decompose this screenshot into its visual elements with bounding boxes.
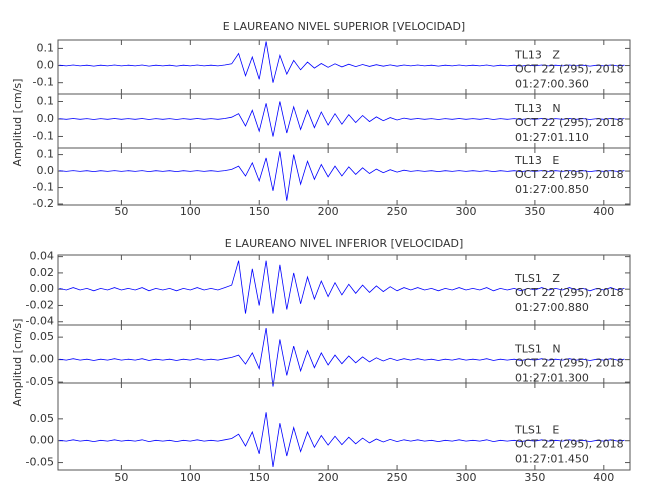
x-tick-label: 400 <box>593 471 614 484</box>
y-tick-label: -0.05 <box>26 456 54 469</box>
y-tick-label: 0.05 <box>30 330 55 343</box>
x-tick-label: 200 <box>318 205 339 218</box>
x-tick-label: 400 <box>593 205 614 218</box>
y-tick-label: 0.1 <box>37 41 55 54</box>
trace-label: 01:27:01.110 <box>515 131 589 144</box>
y-tick-label: 0.04 <box>30 250 55 263</box>
y-tick-label: 0.1 <box>37 95 55 108</box>
trace-label: TL13 Z <box>514 49 560 62</box>
y-tick-label: 0.0 <box>37 112 55 125</box>
x-tick-label: 100 <box>180 471 201 484</box>
y-tick-label: 0.00 <box>30 282 55 295</box>
x-tick-label: 50 <box>114 471 128 484</box>
y-tick-label: -0.1 <box>33 129 54 142</box>
y-tick-label: -0.2 <box>33 197 54 210</box>
trace-label: OCT 22 (295), 2018 <box>515 116 624 129</box>
trace-label: TLS1 N <box>514 343 561 356</box>
waveform <box>59 101 625 137</box>
x-tick-label: 250 <box>387 471 408 484</box>
x-tick-label: 50 <box>114 205 128 218</box>
waveform <box>59 151 625 201</box>
panel-frame <box>57 382 631 471</box>
trace-label: TLS1 Z <box>514 272 560 285</box>
waveform <box>59 328 625 387</box>
waveform <box>59 412 625 467</box>
y-tick-label: 0.00 <box>30 353 55 366</box>
chart-title: E LAUREANO NIVEL SUPERIOR [VELOCIDAD] <box>223 20 465 33</box>
trace-label: 01:27:00.360 <box>515 78 589 91</box>
y-tick-label: -0.1 <box>33 181 54 194</box>
x-tick-label: 300 <box>455 471 476 484</box>
y-axis-label: Amplitud [cm/s] <box>11 79 24 167</box>
x-tick-label: 350 <box>524 205 545 218</box>
y-tick-label: 0.02 <box>30 266 55 279</box>
x-tick-label: 250 <box>387 205 408 218</box>
waveform <box>59 260 625 314</box>
waveform <box>59 41 625 83</box>
x-tick-label: 350 <box>524 471 545 484</box>
x-tick-label: 150 <box>249 471 270 484</box>
x-tick-label: 150 <box>249 205 270 218</box>
y-tick-label: -0.04 <box>26 315 54 328</box>
y-tick-label: -0.02 <box>26 298 54 311</box>
panel-frame <box>57 147 631 206</box>
trace-label: TL13 E <box>514 154 559 167</box>
trace-label: TL13 N <box>514 102 561 115</box>
y-tick-label: -0.1 <box>33 76 54 89</box>
y-tick-label: 0.1 <box>37 148 55 161</box>
trace-label: OCT 22 (295), 2018 <box>515 357 624 370</box>
trace-label: TLS1 E <box>514 424 559 437</box>
trace-label: OCT 22 (295), 2018 <box>515 438 624 451</box>
trace-label: OCT 22 (295), 2018 <box>515 168 624 181</box>
y-tick-label: 0.0 <box>37 59 55 72</box>
y-axis-label: Amplitud [cm/s] <box>11 319 24 407</box>
trace-label: 01:27:00.850 <box>515 183 589 196</box>
y-tick-label: 0.05 <box>30 412 55 425</box>
trace-label: 01:27:01.450 <box>515 453 589 466</box>
x-tick-label: 300 <box>455 205 476 218</box>
trace-label: 01:27:00.880 <box>515 301 589 314</box>
y-tick-label: -0.05 <box>26 375 54 388</box>
x-tick-label: 200 <box>318 471 339 484</box>
trace-label: OCT 22 (295), 2018 <box>515 63 624 76</box>
x-tick-label: 100 <box>180 205 201 218</box>
trace-label: 01:27:01.300 <box>515 372 589 385</box>
y-tick-label: 0.0 <box>37 164 55 177</box>
y-tick-label: 0.00 <box>30 434 55 447</box>
chart-title: E LAUREANO NIVEL INFERIOR [VELOCIDAD] <box>225 237 464 250</box>
trace-label: OCT 22 (295), 2018 <box>515 286 624 299</box>
